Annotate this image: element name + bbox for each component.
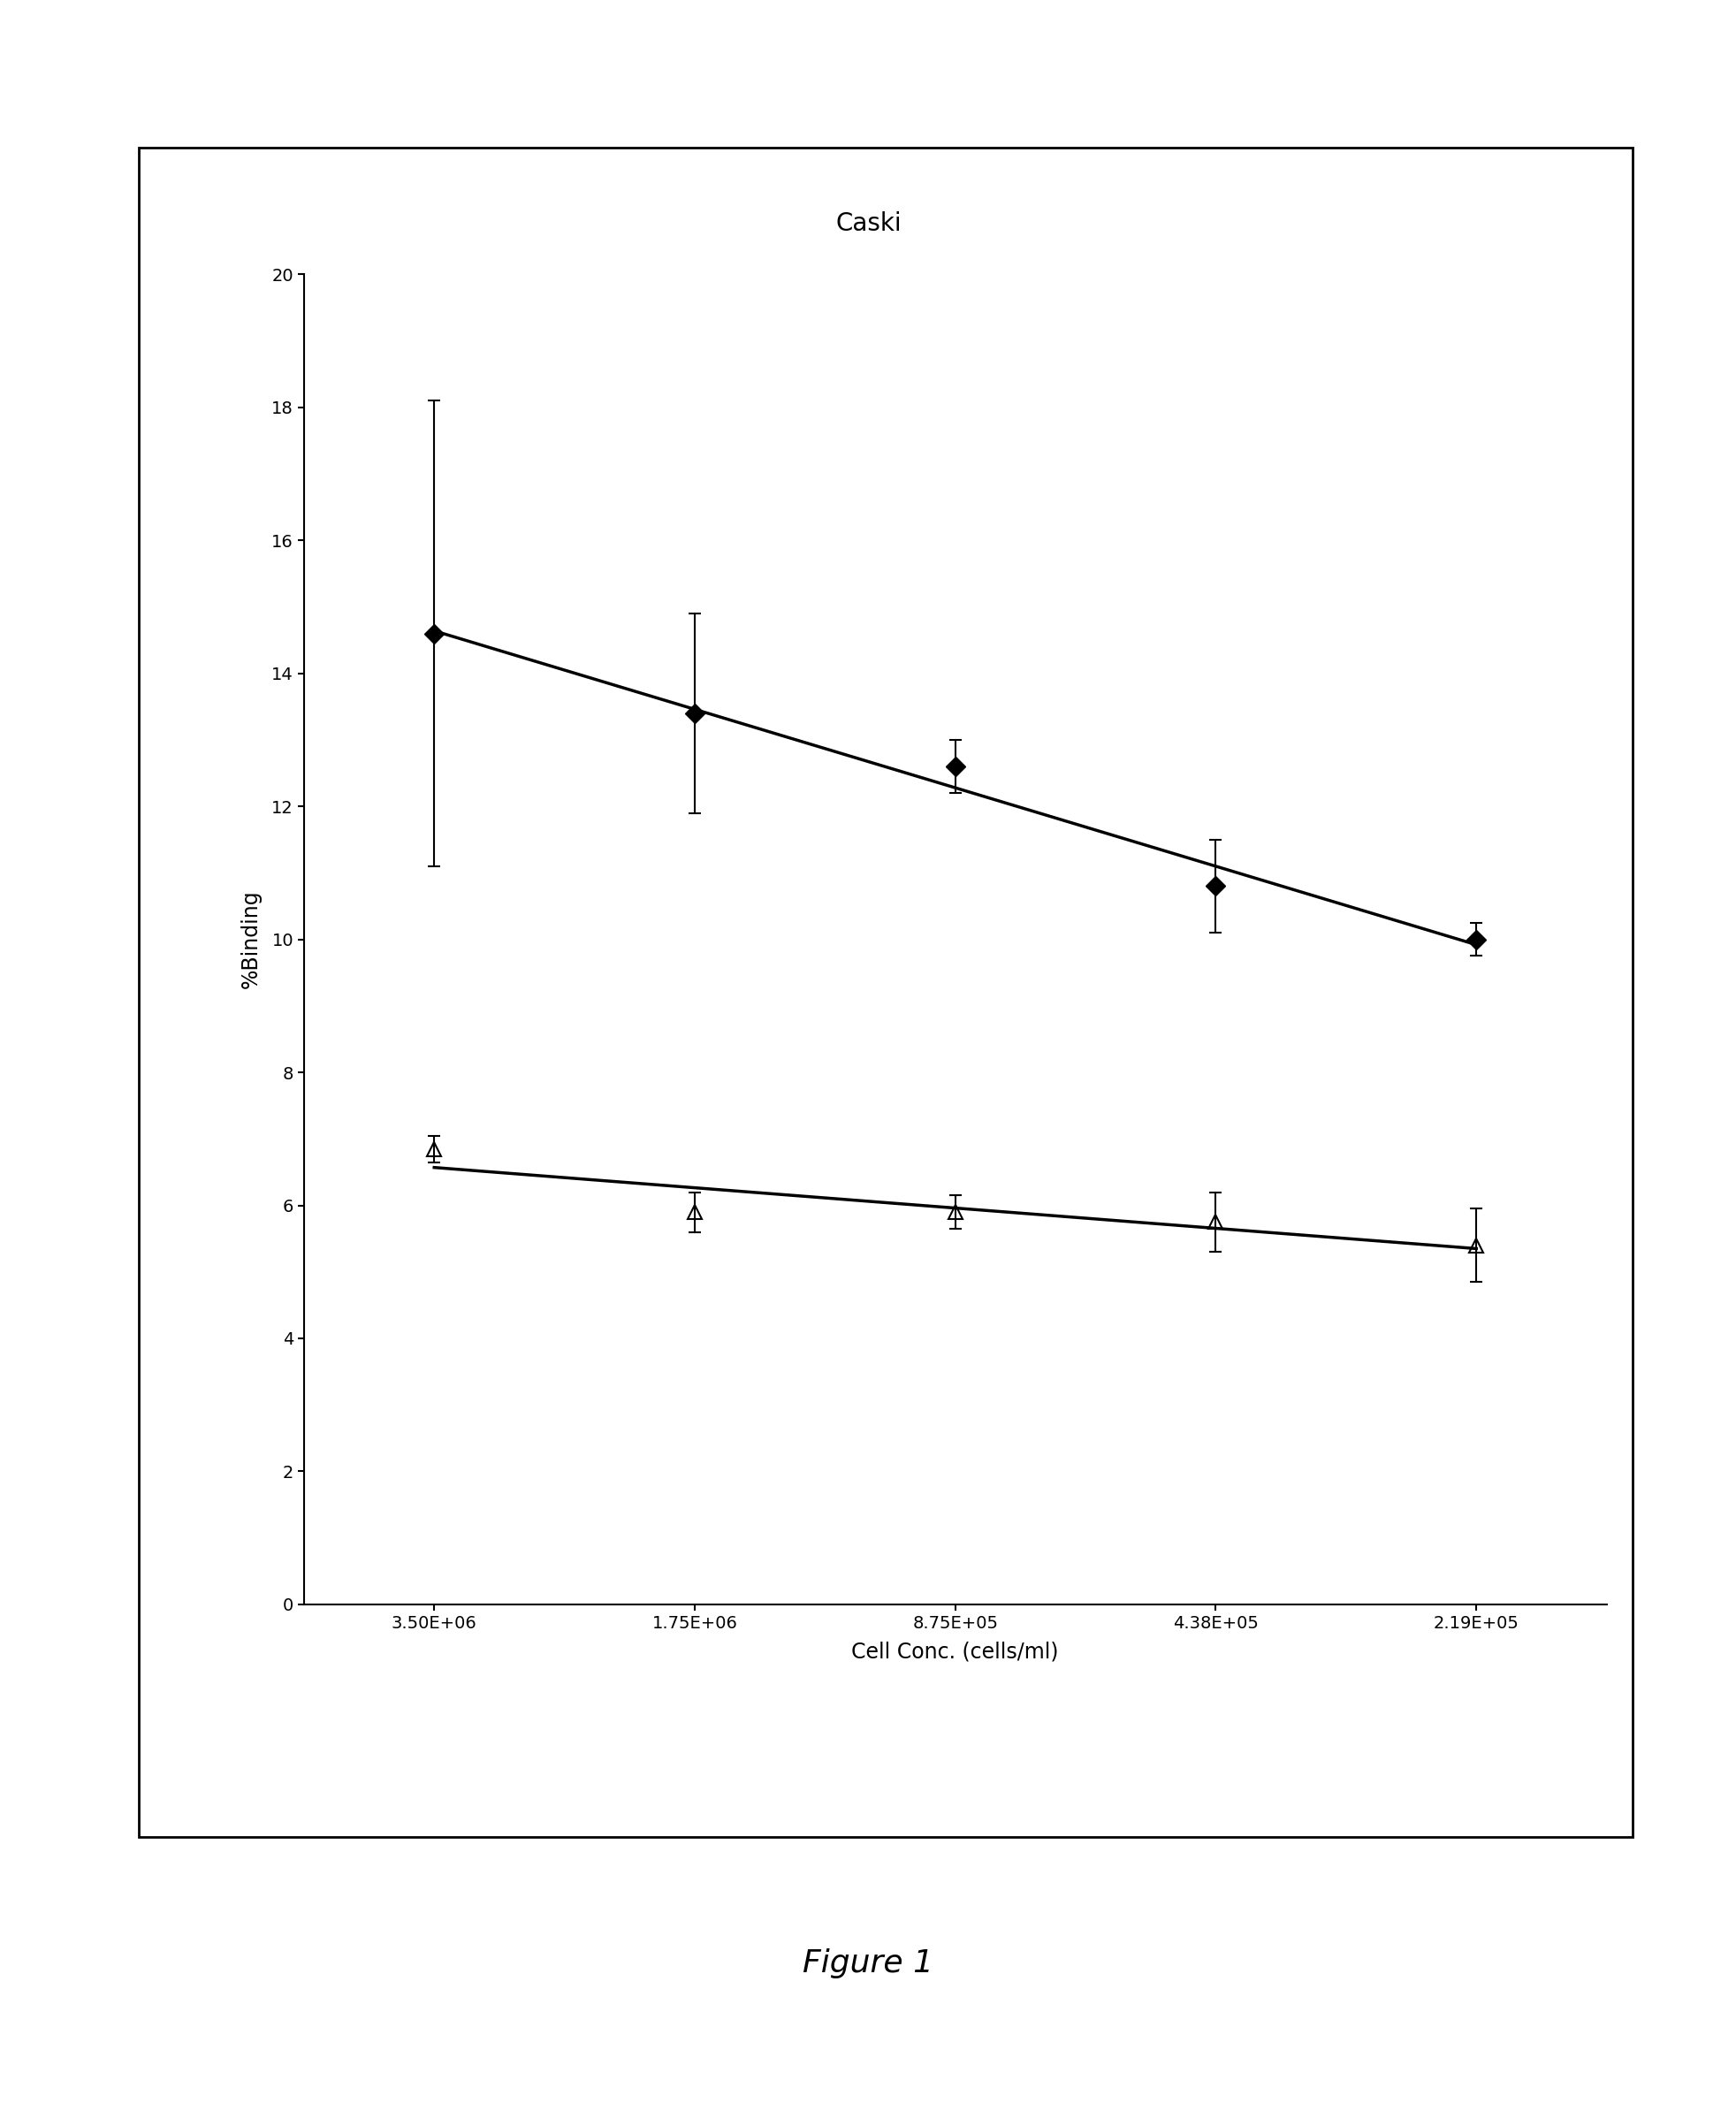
Y-axis label: %Binding: %Binding (241, 891, 262, 988)
Text: Caski: Caski (835, 211, 901, 236)
Text: Figure 1: Figure 1 (802, 1948, 934, 1978)
X-axis label: Cell Conc. (cells/ml): Cell Conc. (cells/ml) (851, 1642, 1059, 1663)
